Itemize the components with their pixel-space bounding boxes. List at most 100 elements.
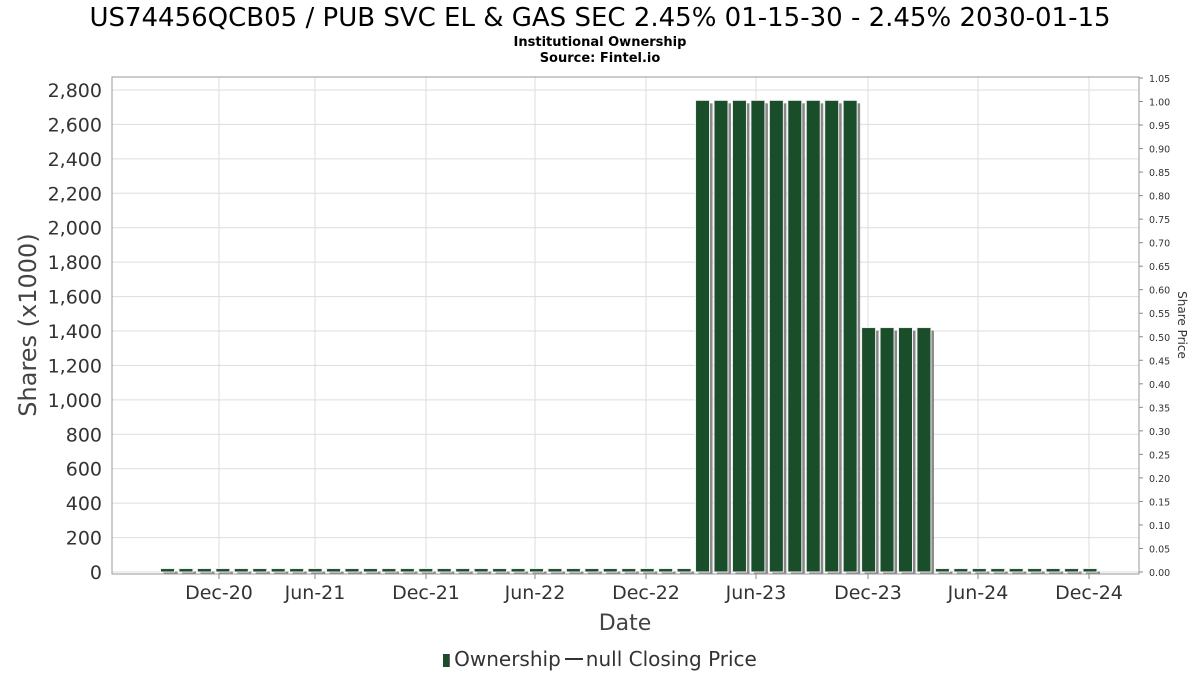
bar-shadow — [975, 571, 990, 574]
ownership-bar — [621, 568, 637, 573]
bar-shadow — [956, 571, 971, 574]
y-tick-label: 1,400 — [48, 321, 102, 343]
ownership-bar — [750, 99, 766, 573]
ownership-bar — [252, 568, 268, 573]
y2-tick-label: 0.55 — [1149, 309, 1170, 320]
x-tick-label: Dec-22 — [612, 582, 680, 604]
ownership-bar — [418, 568, 434, 573]
plot-frame — [111, 76, 1140, 575]
y2-tick-label: 0.50 — [1149, 333, 1170, 344]
y-tick-label: 2,800 — [48, 80, 102, 102]
ownership-bar — [1082, 568, 1098, 573]
ownership-bar — [695, 99, 711, 573]
bar-shadow — [366, 571, 381, 574]
bar-shadow — [1067, 571, 1082, 574]
y-tick-label: 1,000 — [48, 390, 102, 412]
ownership-bar — [916, 327, 932, 573]
bar-shadow — [403, 571, 418, 574]
ownership-bar — [713, 99, 729, 573]
y2-tick-label: 0.40 — [1149, 380, 1170, 391]
ownership-bar — [381, 568, 397, 573]
y2-tick-label: 0.05 — [1149, 544, 1170, 555]
bar-shadow — [218, 571, 233, 574]
y-tick-label: 1,200 — [48, 355, 102, 377]
x-tick-label: Dec-24 — [1055, 582, 1123, 604]
y-tick-label: 200 — [66, 528, 102, 550]
x-axis-title: Date — [599, 611, 652, 636]
y-tick-label: 800 — [66, 424, 102, 446]
bar-shadow — [255, 571, 270, 574]
legend-ownership-label: Ownership — [454, 647, 561, 671]
y2-tick-label: 0.00 — [1149, 568, 1170, 579]
bar-shadow — [384, 571, 399, 574]
bar-shadow — [680, 571, 695, 574]
y-tick-label: 400 — [66, 493, 102, 515]
closing-price-swatch — [564, 658, 583, 660]
bar-shadow — [938, 571, 953, 574]
ownership-bar — [160, 568, 175, 573]
y2-tick-label: 0.30 — [1149, 427, 1170, 438]
ownership-bar — [953, 568, 969, 573]
ownership-bar — [824, 99, 840, 573]
ownership-bar — [215, 568, 231, 573]
ownership-bar — [565, 568, 581, 573]
ownership-bar — [971, 568, 987, 573]
ownership-bar — [270, 568, 286, 573]
ownership-bar — [879, 327, 895, 573]
bar-shadow — [569, 571, 584, 574]
ownership-bar — [547, 568, 563, 573]
ownership-bar — [1027, 568, 1043, 573]
bar-shadow — [292, 571, 307, 574]
y-tick-label: 2,400 — [48, 149, 102, 171]
legend: Ownership null Closing Price — [0, 647, 1200, 671]
y2-tick-label: 0.15 — [1149, 497, 1170, 508]
y-tick-label: 2,200 — [48, 183, 102, 205]
y2-tick-label: 0.80 — [1149, 192, 1170, 203]
grid-layer — [112, 77, 1139, 574]
y2-tick-label: 0.85 — [1149, 168, 1170, 179]
ownership-bar — [326, 568, 342, 573]
bar-shadow — [993, 571, 1008, 574]
ownership-bar — [307, 568, 323, 573]
y2-tick-label: 0.60 — [1149, 286, 1170, 297]
bar-shadow — [1049, 571, 1064, 574]
bar-shadow — [348, 571, 362, 574]
ownership-bar — [178, 568, 194, 573]
ownership-bar — [768, 99, 784, 573]
y2-tick-label: 0.10 — [1149, 521, 1170, 532]
bar-shadow — [606, 571, 621, 574]
y-tick-label: 1,600 — [48, 287, 102, 309]
bar-shadow — [329, 571, 344, 574]
bar-shadow — [532, 571, 547, 574]
x-tick-label: Dec-21 — [392, 582, 460, 604]
bar-shadow — [440, 571, 455, 574]
ownership-bar — [1064, 568, 1080, 573]
y2-tick-label: 0.65 — [1149, 262, 1170, 273]
ownership-bar — [529, 568, 544, 573]
y2-tick-label: 0.35 — [1149, 403, 1170, 414]
ownership-bar — [1045, 568, 1061, 573]
bar-shadow — [514, 571, 529, 574]
bar-shadow — [643, 571, 658, 574]
bar-shadow — [477, 571, 492, 574]
bar-shadow — [163, 571, 178, 574]
ownership-swatch — [443, 654, 451, 667]
bar-layer — [160, 99, 1100, 574]
y2-tick-label: 0.75 — [1149, 215, 1170, 226]
ownership-bar — [934, 568, 950, 573]
bar-shadow — [495, 571, 510, 574]
bar-shadow — [661, 571, 676, 574]
y-axis-title: Shares (x1000) — [14, 233, 42, 416]
bar-shadow — [587, 571, 602, 574]
y2-axis-title: Share Price — [1175, 291, 1189, 359]
x-tick-label: Dec-20 — [185, 582, 253, 604]
y-tick-label: 2,000 — [48, 218, 102, 240]
ownership-bar — [639, 568, 655, 573]
bar-shadow — [237, 571, 252, 574]
ownership-bar — [1008, 568, 1024, 573]
chart-subtitle: Institutional Ownership — [513, 35, 687, 50]
y2-tick-label: 0.25 — [1149, 450, 1170, 461]
ownership-bar — [289, 568, 305, 573]
x-axis: Dec-20 Jun-21 Dec-21 Jun-22 Dec-22 Jun-23 Dec-… — [185, 574, 1123, 604]
